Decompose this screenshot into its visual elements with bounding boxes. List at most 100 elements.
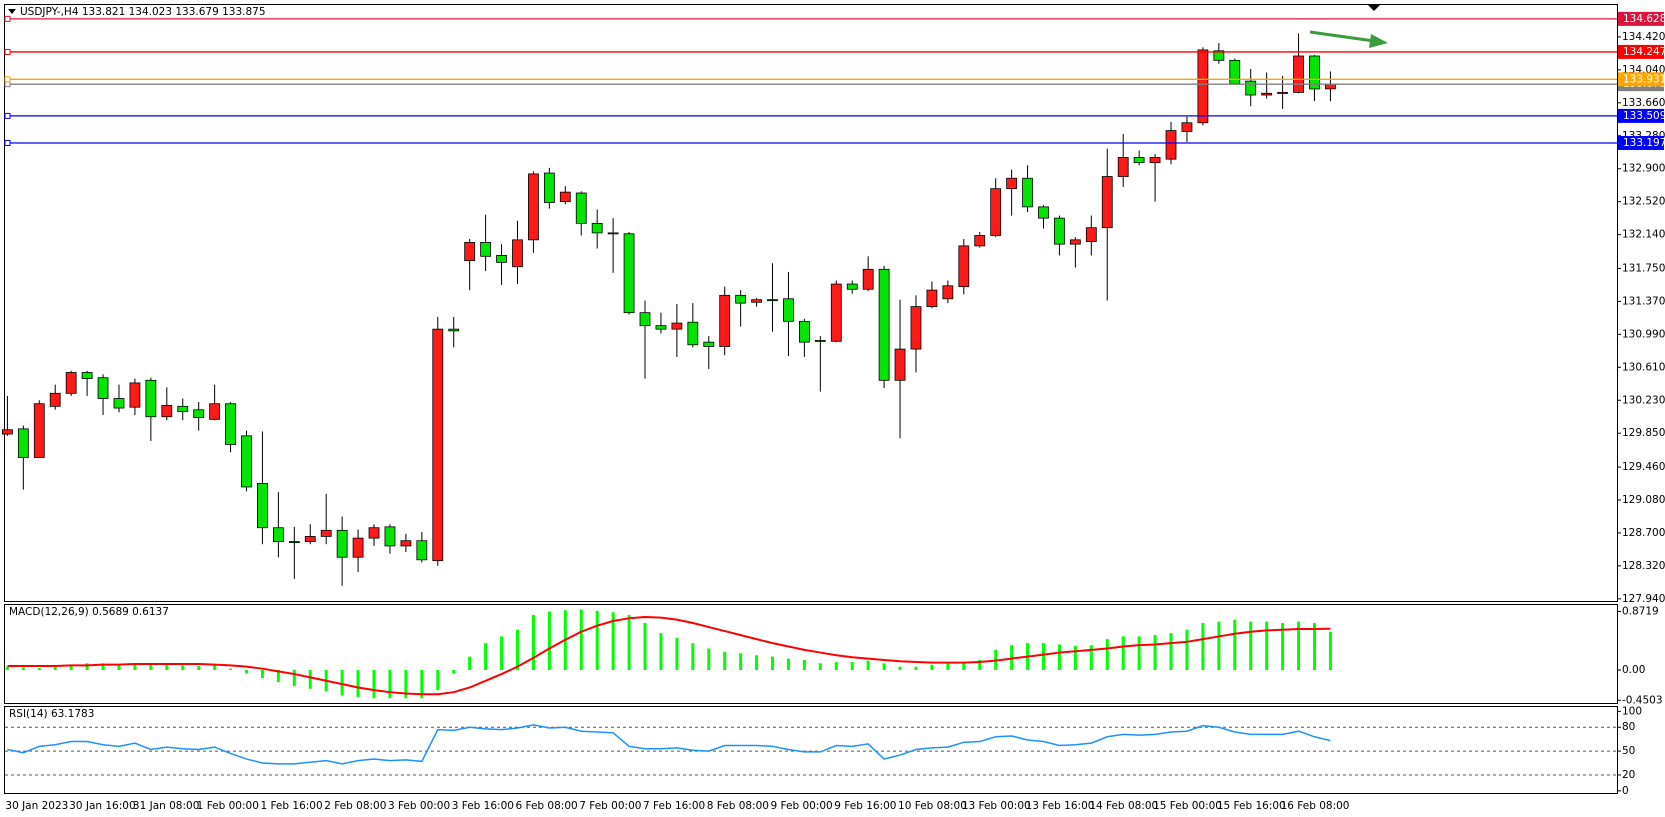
y-tick-label: 132.520 xyxy=(1622,196,1665,208)
macd-histogram-bar xyxy=(1265,621,1269,671)
macd-histogram-bar xyxy=(659,633,663,671)
macd-histogram-bar xyxy=(914,666,918,671)
macd-histogram-bar xyxy=(643,623,647,671)
candle-body xyxy=(591,222,603,234)
macd-histogram-bar xyxy=(930,664,934,671)
macd-histogram-bar xyxy=(611,612,615,671)
y-tick-label: 130.610 xyxy=(1622,361,1665,373)
rsi-line xyxy=(7,724,1331,765)
macd-histogram-bar xyxy=(818,663,822,671)
macd-histogram-bar xyxy=(388,670,392,699)
candle-body xyxy=(272,527,284,542)
candle-body xyxy=(225,403,236,445)
candle-body xyxy=(671,322,683,330)
macd-histogram-bar xyxy=(1073,645,1077,671)
candle-body xyxy=(464,242,476,262)
candle-body xyxy=(352,537,364,558)
candle-body xyxy=(288,541,300,543)
x-tick-label: 9 Feb 16:00 xyxy=(834,800,896,812)
level-price-label: 133.197 xyxy=(1623,137,1665,149)
chart-title: USDJPY-,H4 133.821 134.023 133.679 133.8… xyxy=(20,6,266,18)
macd-histogram-bar xyxy=(723,651,727,671)
level-handle xyxy=(4,76,11,83)
macd-signal-line xyxy=(7,615,1331,696)
macd-histogram-bar xyxy=(691,643,695,671)
level-price-box xyxy=(1618,108,1664,123)
candle-body xyxy=(17,428,29,458)
candle-body xyxy=(719,294,731,347)
candle-body xyxy=(145,379,157,418)
candle-body xyxy=(767,299,778,302)
macd-histogram-bar xyxy=(436,670,440,691)
candle-body xyxy=(1006,177,1018,190)
macd-histogram-bar xyxy=(866,660,870,671)
candle-body xyxy=(129,382,141,408)
candle-body xyxy=(65,372,77,394)
x-tick-label: 14 Feb 08:00 xyxy=(1089,800,1158,812)
level-handle xyxy=(4,48,11,55)
candle-body xyxy=(416,540,428,561)
candle-body xyxy=(161,405,173,418)
candle-body xyxy=(1038,206,1049,219)
macd-histogram-bar xyxy=(946,663,950,671)
candle-body xyxy=(1229,59,1241,85)
candle-body xyxy=(512,239,523,268)
macd-histogram-bar xyxy=(340,670,344,696)
level-price-label: 133.509 xyxy=(1623,110,1665,122)
candle-body xyxy=(193,409,205,418)
macd-histogram-bar xyxy=(1249,621,1253,671)
macd-histogram-bar xyxy=(165,664,169,671)
y-tick-label: 20 xyxy=(1622,769,1635,781)
macd-histogram-bar xyxy=(69,664,73,671)
level-price-box xyxy=(1618,44,1664,59)
macd-title: MACD(12,26,9) 0.5689 0.6137 xyxy=(9,606,169,618)
candle-body xyxy=(1165,130,1177,160)
y-tick-label: -0.4503 xyxy=(1622,694,1663,706)
macd-histogram-bar xyxy=(802,659,806,671)
candle-body xyxy=(241,435,252,488)
candle-body xyxy=(862,268,874,290)
macd-histogram-bar xyxy=(292,670,296,687)
candle-body xyxy=(400,540,412,547)
y-tick-label: 132.140 xyxy=(1622,229,1665,241)
x-tick-label: 1 Feb 16:00 xyxy=(260,800,322,812)
candle-body xyxy=(368,527,380,539)
level-handle xyxy=(4,15,11,22)
macd-histogram-bar xyxy=(978,659,982,671)
candle-body xyxy=(639,312,651,327)
macd-histogram-bar xyxy=(500,636,504,671)
x-tick-label: 7 Feb 00:00 xyxy=(579,800,641,812)
macd-histogram-bar xyxy=(85,663,89,671)
y-tick-label: 129.080 xyxy=(1622,494,1665,506)
candle-body xyxy=(1022,177,1033,208)
x-tick-label: 3 Feb 00:00 xyxy=(388,800,450,812)
macd-histogram-bar xyxy=(101,663,105,671)
x-tick-label: 8 Feb 08:00 xyxy=(707,800,769,812)
macd-histogram-bar xyxy=(37,668,41,671)
macd-histogram-bar xyxy=(1105,639,1109,671)
candle-body xyxy=(320,529,332,537)
candle-body xyxy=(432,328,444,562)
y-tick-label: 100 xyxy=(1622,705,1642,717)
candle-body xyxy=(528,173,539,241)
y-tick-label: 0.00 xyxy=(1622,664,1645,676)
candle-body xyxy=(894,348,906,381)
y-tick-label: 131.750 xyxy=(1622,262,1665,274)
chart-shift-marker[interactable] xyxy=(1368,5,1380,11)
candle-body xyxy=(1197,49,1209,124)
x-tick-label: 15 Feb 00:00 xyxy=(1153,800,1222,812)
macd-histogram-bar xyxy=(260,670,264,679)
symbol-menu-icon[interactable] xyxy=(8,9,16,14)
candle-body xyxy=(910,306,922,350)
candle-body xyxy=(1069,239,1081,245)
macd-histogram-bar xyxy=(276,670,280,683)
macd-histogram-bar xyxy=(53,666,57,671)
level-price-label: 134.628 xyxy=(1623,13,1665,25)
level-price-box xyxy=(1618,11,1664,26)
macd-histogram-bar xyxy=(675,637,679,671)
x-tick-label: 6 Feb 08:00 xyxy=(515,800,577,812)
macd-histogram-bar xyxy=(420,670,424,699)
candle-body xyxy=(496,255,507,263)
candle-body xyxy=(559,191,571,203)
